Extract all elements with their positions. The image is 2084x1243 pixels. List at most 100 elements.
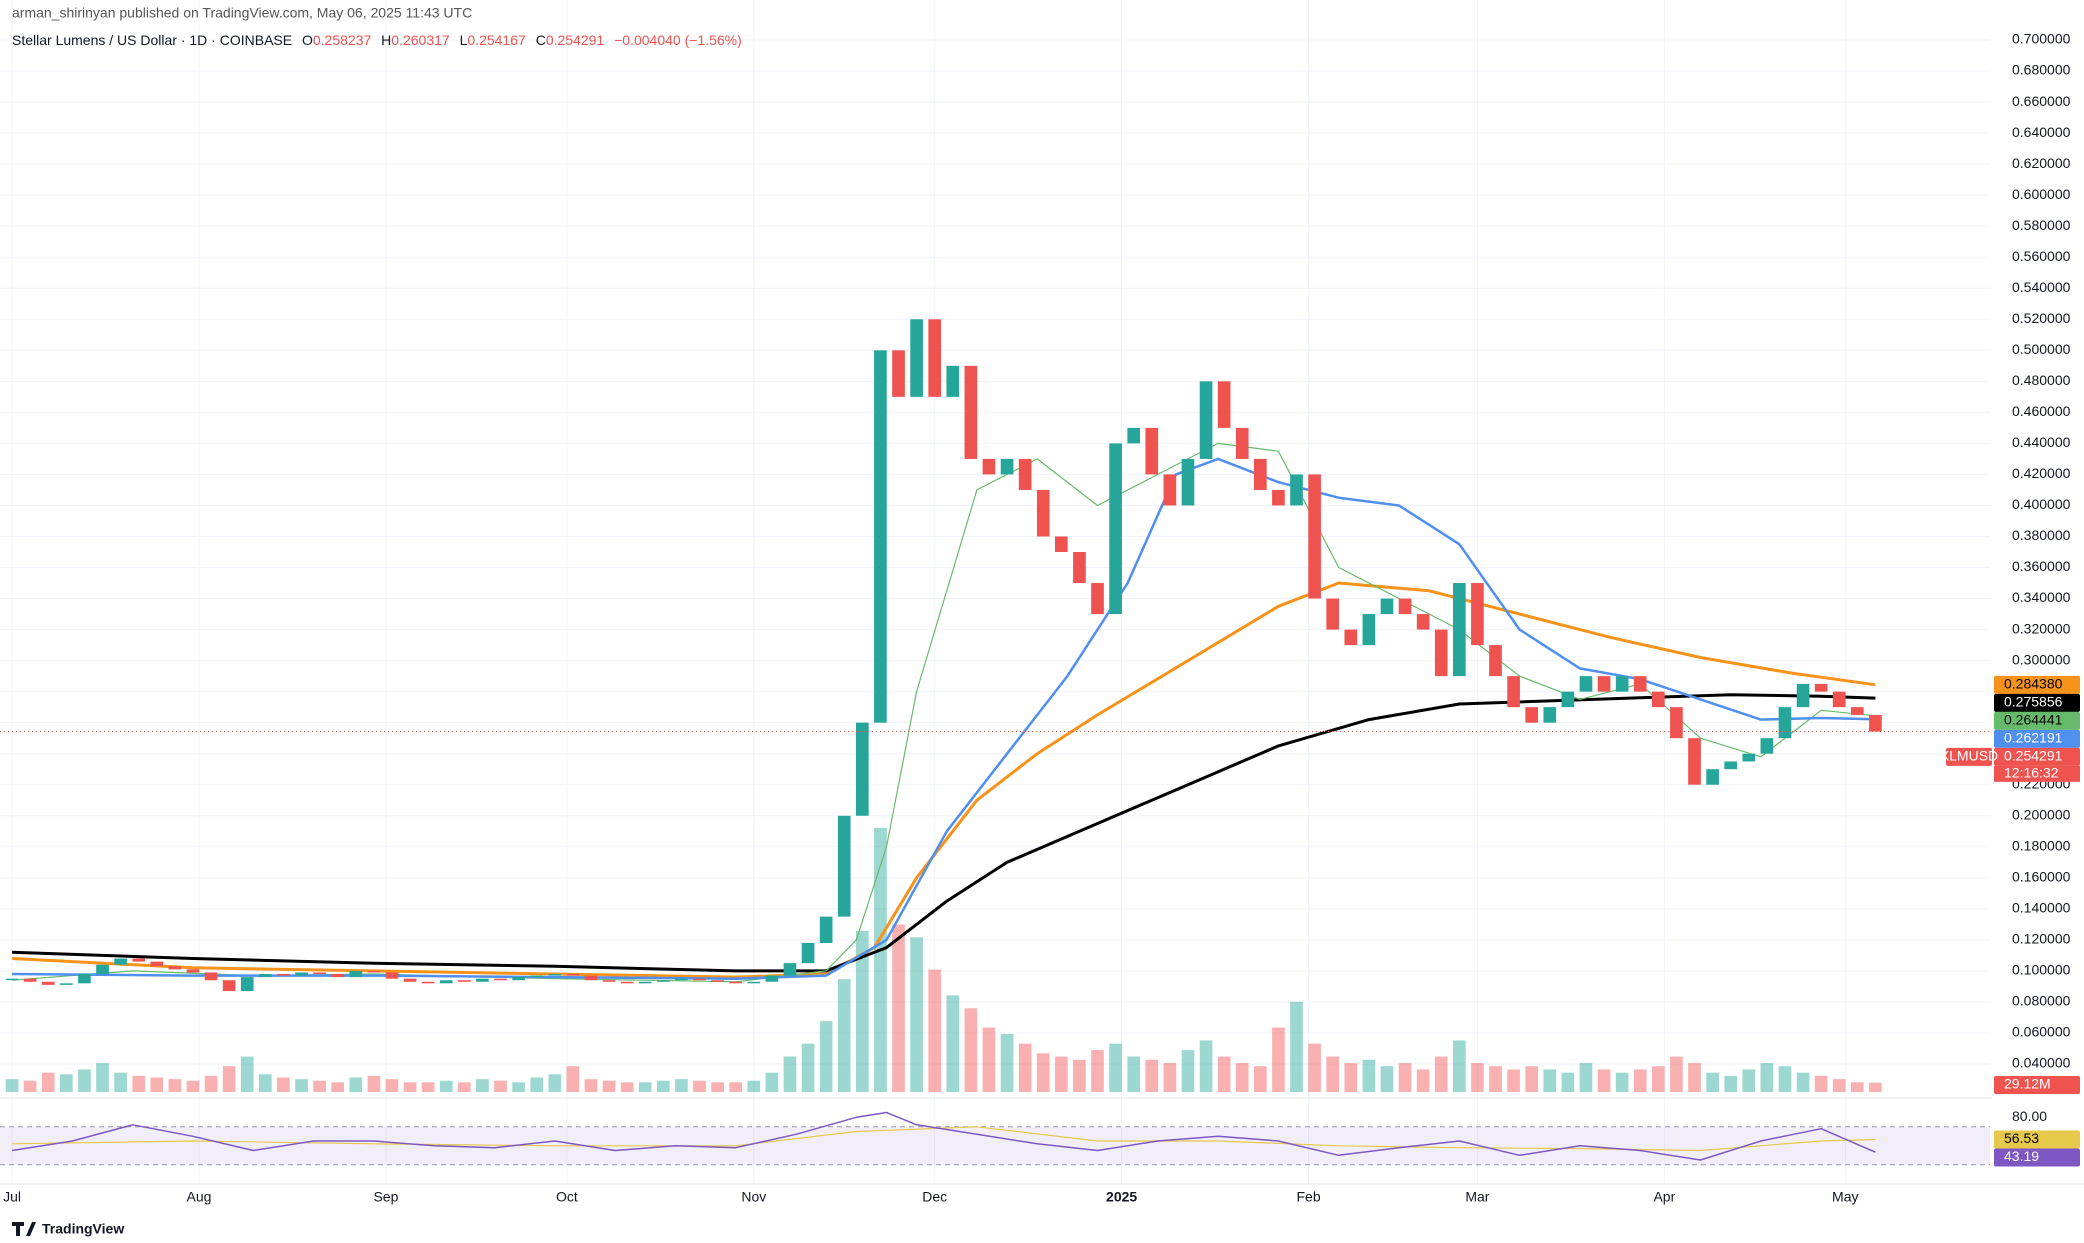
volume-bar — [331, 1082, 345, 1092]
volume-bar — [657, 1080, 670, 1092]
countdown: 12:16:32 — [2004, 765, 2059, 781]
candle — [78, 974, 91, 984]
volume-bar — [638, 1082, 652, 1092]
volume-bar — [1670, 1056, 1683, 1092]
candle — [1851, 707, 1864, 715]
y-tick-label: 0.300000 — [2012, 651, 2071, 667]
y-tick-label: 0.060000 — [2012, 1024, 2071, 1040]
rsi-tick-label: 80.00 — [2012, 1108, 2047, 1124]
moving-average — [12, 581, 1876, 979]
candle — [186, 969, 200, 973]
volume-bar — [1832, 1079, 1846, 1092]
volume-bar — [1380, 1066, 1394, 1092]
candle — [892, 350, 905, 397]
y-tick-label: 0.460000 — [2012, 403, 2071, 419]
volume-bar — [620, 1082, 634, 1092]
symbol-line: Stellar Lumens / US Dollar · 1D · COINBA… — [12, 32, 742, 48]
published-note: arman_shirinyan published on TradingView… — [12, 5, 472, 21]
volume-bar — [1018, 1043, 1032, 1092]
candle — [801, 942, 815, 964]
candle — [1706, 769, 1719, 785]
y-tick-label: 0.180000 — [2012, 837, 2071, 853]
volume-bar — [1073, 1059, 1086, 1092]
volume-bar — [367, 1075, 381, 1092]
y-tick-label: 0.080000 — [2012, 993, 2071, 1009]
ma-value-tag-bg — [1994, 729, 2080, 748]
y-tick-label: 0.200000 — [2012, 806, 2071, 822]
candle — [765, 975, 779, 982]
candle — [313, 972, 326, 975]
volume-bar — [1543, 1069, 1557, 1092]
ohlc-value: 0.258237 — [313, 32, 372, 48]
y-tick-label: 0.380000 — [2012, 527, 2071, 543]
volume-bar — [439, 1080, 453, 1092]
candle — [1091, 583, 1104, 615]
y-tick-label: 0.120000 — [2012, 931, 2071, 947]
candle — [1326, 598, 1340, 630]
y-tick-label: 0.540000 — [2012, 279, 2071, 295]
candle — [1018, 458, 1032, 490]
volume-bar — [1091, 1050, 1104, 1092]
volume-bar — [819, 1021, 833, 1092]
candle — [96, 964, 109, 975]
candle — [1000, 458, 1014, 475]
volume-bar — [1778, 1066, 1792, 1092]
volume-bar — [892, 924, 905, 1092]
candle — [41, 981, 55, 985]
volume-bar — [675, 1079, 688, 1092]
x-tick-label: Oct — [556, 1189, 578, 1205]
volume-bar — [1145, 1059, 1159, 1092]
candle — [1254, 458, 1267, 490]
volume-bar — [1109, 1043, 1122, 1092]
x-tick-label: Dec — [922, 1189, 947, 1205]
candle — [657, 980, 670, 982]
candle — [1688, 738, 1701, 785]
volume-bar — [186, 1080, 200, 1092]
ohlc-key: O — [302, 32, 313, 48]
y-tick-label: 0.620000 — [2012, 155, 2071, 171]
volume-bar — [1127, 1056, 1141, 1092]
moving-average — [12, 457, 1876, 980]
candle — [1380, 598, 1394, 615]
candle — [150, 961, 164, 967]
volume-bar — [729, 1082, 743, 1092]
volume-bar — [1362, 1059, 1376, 1092]
candle — [982, 458, 996, 475]
volume-bar — [602, 1080, 616, 1092]
candle — [295, 972, 308, 976]
volume-bar — [1507, 1069, 1520, 1092]
ma-value-tag: 0.275856 — [2004, 694, 2063, 710]
volume-bar — [259, 1074, 272, 1092]
x-tick-label: Aug — [187, 1189, 212, 1205]
candle — [367, 970, 381, 973]
candle — [1308, 474, 1321, 599]
x-tick-label: Mar — [1465, 1189, 1489, 1205]
volume-bar — [566, 1066, 580, 1092]
volume-bar — [1724, 1075, 1738, 1092]
candle — [910, 319, 923, 397]
candle — [1145, 427, 1159, 475]
candle — [1633, 676, 1647, 692]
volume-bar — [114, 1072, 127, 1092]
candle — [1416, 614, 1430, 630]
candle — [1471, 583, 1484, 646]
x-tick-label: Nov — [741, 1189, 766, 1205]
candle — [1561, 691, 1575, 708]
volume-bar — [530, 1077, 544, 1092]
candle — [277, 974, 290, 976]
y-tick-label: 0.600000 — [2012, 186, 2071, 202]
volume-bar — [874, 827, 887, 1092]
volume-bar — [385, 1079, 399, 1092]
symbol-tag: XLMUSD — [1940, 748, 1998, 764]
volume-bar — [928, 969, 942, 1092]
candle — [1869, 714, 1882, 732]
volume-bar — [1326, 1056, 1340, 1092]
candle — [693, 978, 706, 981]
volume-bar — [1272, 1027, 1285, 1092]
candle — [1199, 381, 1213, 459]
volume-bar — [1742, 1069, 1756, 1092]
volume-bar — [1235, 1063, 1249, 1092]
candle — [1127, 427, 1141, 444]
volume-bar — [132, 1075, 146, 1092]
